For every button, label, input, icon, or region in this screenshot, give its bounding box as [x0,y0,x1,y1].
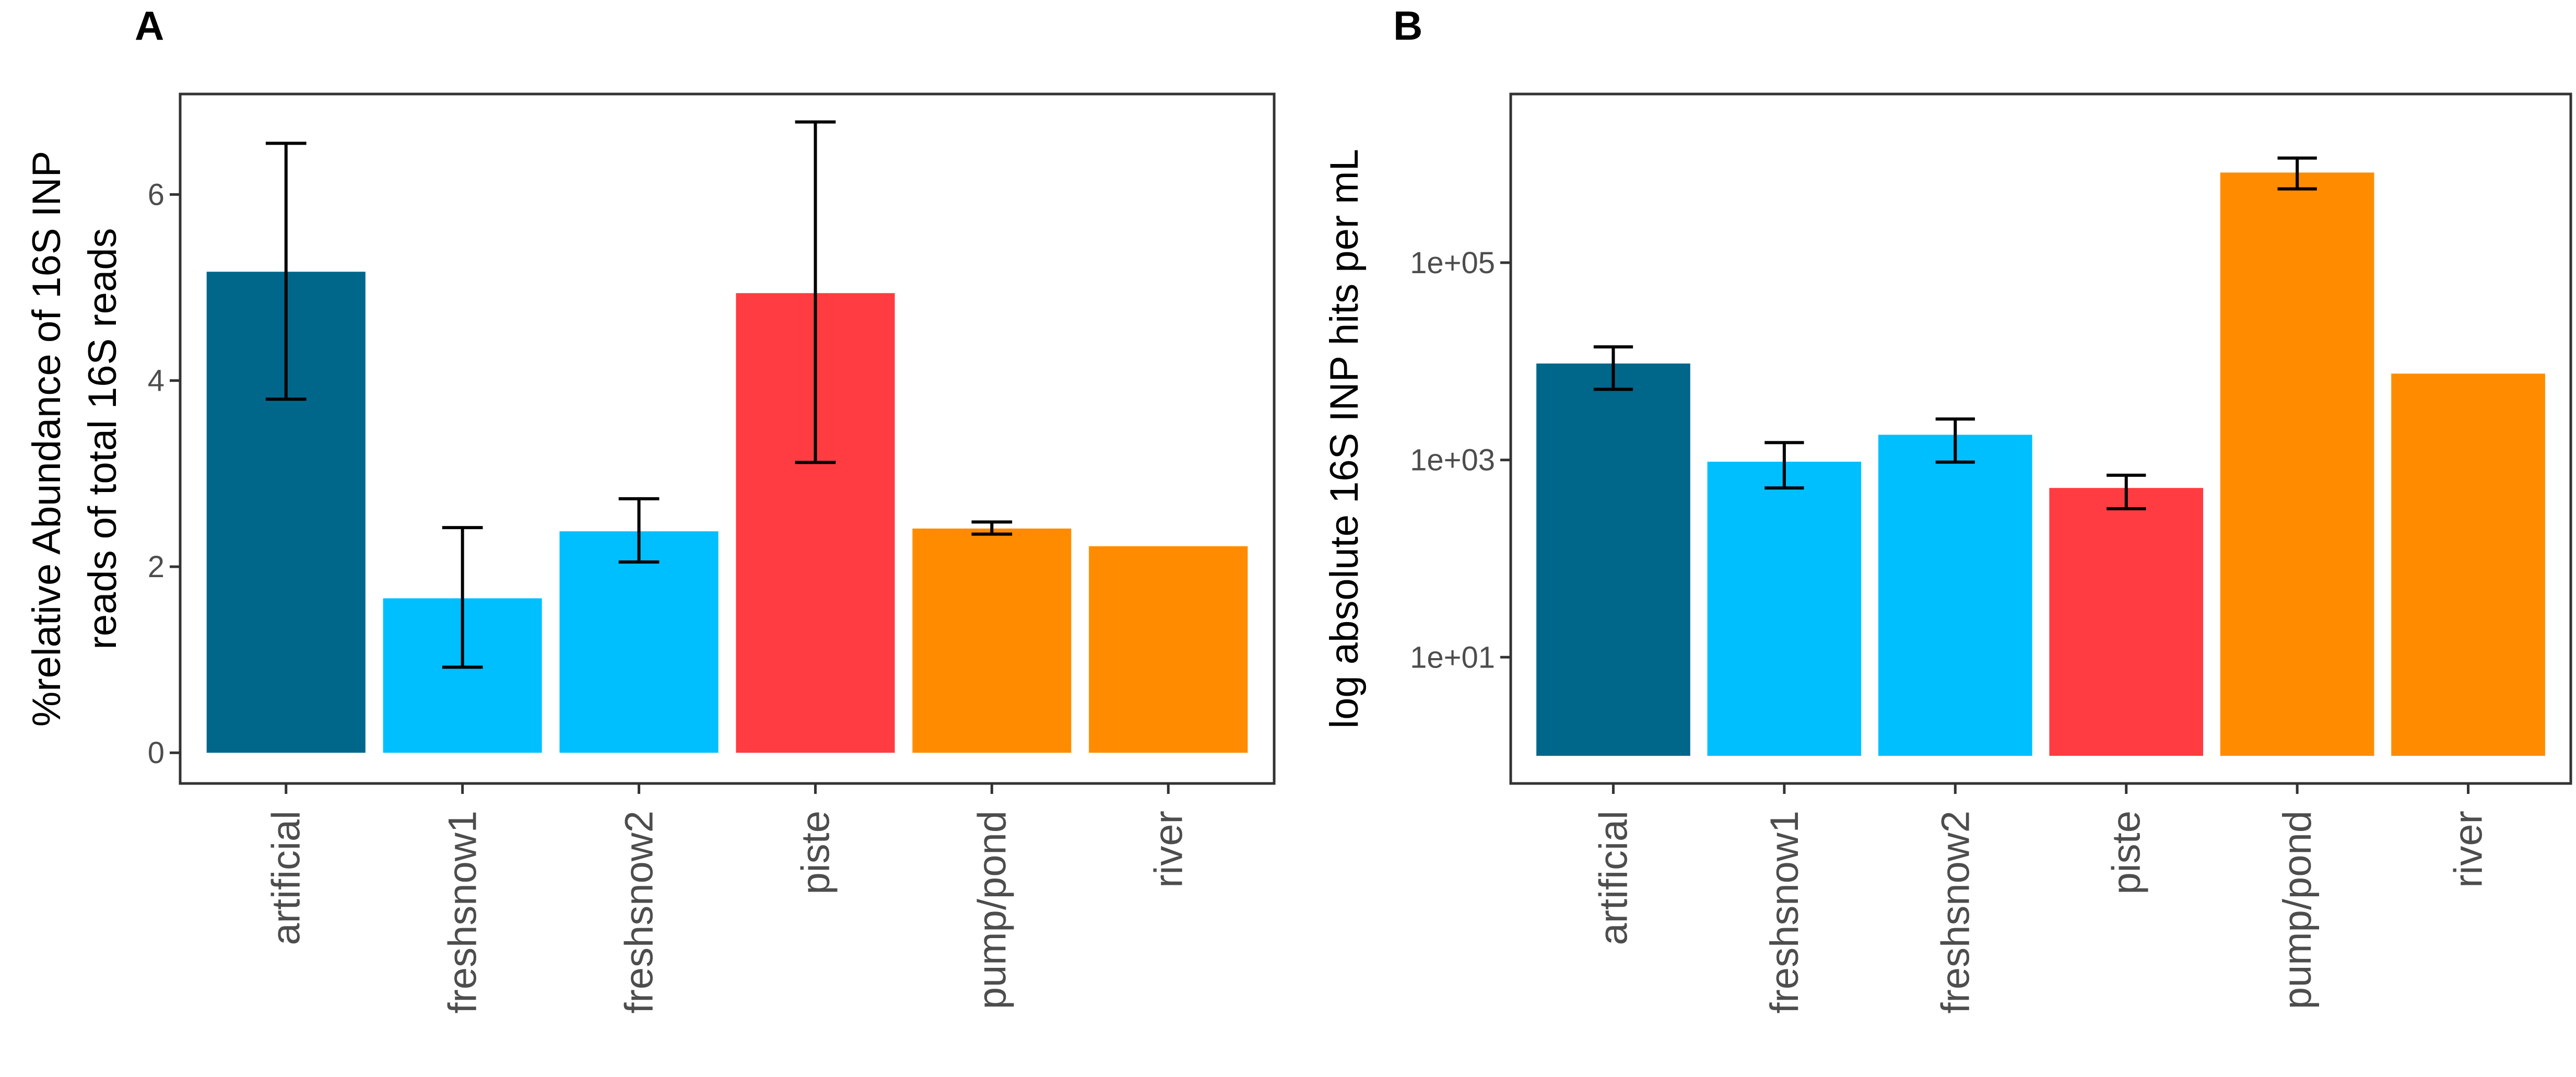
panel-a-bar-freshsnow2 [559,531,719,753]
panel-b-bar-artificial [1536,363,1690,756]
panel-b-bar-freshsnow1 [1707,461,1862,756]
panel-a-xtick-label-river: river [1146,811,1191,888]
panel-b-xtick-label-artificial: artificial [1591,811,1636,945]
panel-a-bars [206,272,1248,753]
panel-b-ytick-label-1: 1e+03 [1410,443,1495,477]
panel-b-ytick-label-0: 1e+01 [1410,640,1495,674]
panel-b-xtick-label-freshsnow2: freshsnow2 [1933,811,1978,1014]
panel-b-xtick-label-piste: piste [2104,811,2149,895]
panel-a-error-bars [265,120,1013,669]
panel-a-y-axis: 0 2 4 6 [148,178,180,770]
panel-a-bar-river [1089,546,1248,753]
panel-a: A 0 2 4 6 artificial freshsnow1 freshsnow2 pis… [25,3,1276,1014]
panel-b-y-axis: 1e+01 1e+03 1e+05 [1410,246,1511,674]
panel-b-bar-freshsnow2 [1878,435,2032,756]
panel-a-ytick-label-0: 0 [148,736,164,770]
panel-a-bar-pump-pond [912,528,1072,753]
panel-a-xtick-label-freshsnow2: freshsnow2 [617,811,662,1014]
panel-b-ylabel: log absolute 16S INP hits per mL [1322,149,1367,729]
panel-a-xtick-label-piste: piste [793,811,838,895]
panel-b-ytick-label-2: 1e+05 [1410,246,1495,280]
panel-a-letter: A [135,3,164,49]
panel-b-bar-pump-pond [2220,172,2374,756]
panel-a-ylabel-line1: %relative Abundance of 16S INP [25,151,69,727]
panel-b-bar-river [2391,373,2545,756]
panel-b-error-bars [1593,156,2317,511]
panel-b-xtick-label-pump-pond: pump/pond [2275,811,2320,1009]
panel-a-ytick-label-1: 2 [148,550,164,584]
panel-b-bars [1536,172,2545,756]
panel-a-xtick-label-freshsnow1: freshsnow1 [441,811,485,1014]
panel-a-ytick-label-3: 6 [148,178,164,212]
panel-b-x-axis: artificial freshsnow1 freshsnow2 piste pump/… [1591,783,2491,1014]
panel-b-xtick-label-freshsnow1: freshsnow1 [1762,811,1807,1014]
panel-a-x-axis: artificial freshsnow1 freshsnow2 piste pump/… [264,783,1191,1014]
panel-b-bar-piste [2049,488,2204,756]
panel-b-plot-frame [1509,92,2572,785]
panel-b: B 1e+01 1e+03 1e+05 artificial freshsnow1 fr… [1322,3,2572,1014]
panel-b-xtick-label-river: river [2446,811,2491,888]
panel-a-ytick-label-2: 4 [148,364,164,398]
panel-a-plot-frame [179,92,1276,785]
panel-a-ylabel-line2: reads of total 16S reads [80,228,125,650]
panel-a-xtick-label-pump-pond: pump/pond [970,811,1014,1009]
panel-a-xtick-label-artificial: artificial [264,811,309,945]
panel-b-letter: B [1393,3,1422,49]
